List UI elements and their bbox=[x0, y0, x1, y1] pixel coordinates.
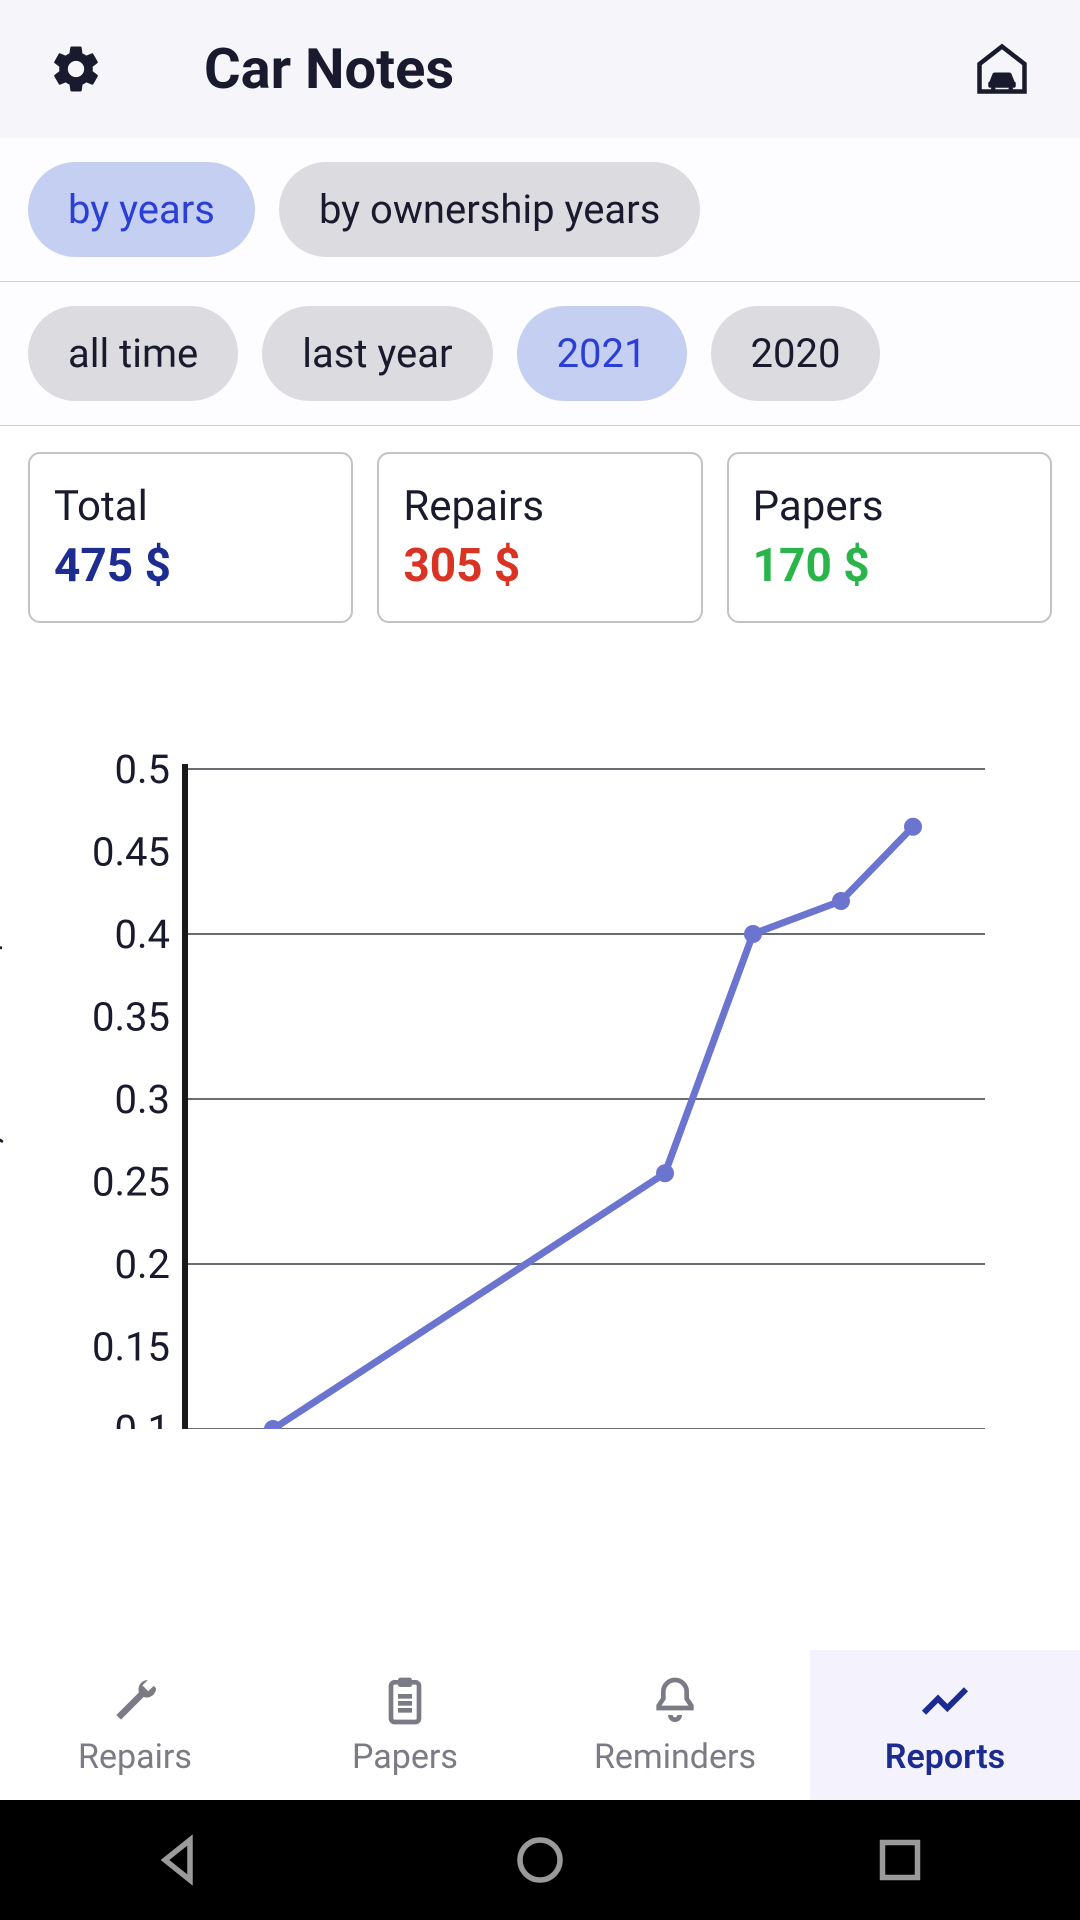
back-icon[interactable] bbox=[150, 1830, 210, 1890]
time-chip-2021[interactable]: 2021 bbox=[517, 306, 687, 401]
svg-text:0.25: 0.25 bbox=[92, 1159, 170, 1206]
nav-item-repairs[interactable]: Repairs bbox=[0, 1650, 270, 1800]
svg-text:0.15: 0.15 bbox=[92, 1324, 170, 1371]
clipboard-icon bbox=[377, 1673, 433, 1729]
nav-label: Reports bbox=[885, 1737, 1005, 1777]
app-title: Car Notes bbox=[204, 36, 972, 102]
filter-tabs-row: by years by ownership years bbox=[0, 138, 1080, 282]
home-icon[interactable] bbox=[510, 1830, 570, 1890]
svg-text:0.1: 0.1 bbox=[114, 1406, 170, 1429]
garage-icon[interactable] bbox=[972, 39, 1032, 99]
stat-card-repairs[interactable]: Repairs 305 $ bbox=[377, 452, 702, 623]
nav-label: Repairs bbox=[78, 1737, 192, 1777]
stat-card-total[interactable]: Total 475 $ bbox=[28, 452, 353, 623]
android-system-nav bbox=[0, 1800, 1080, 1920]
time-chips-row: all time last year 2021 2020 bbox=[0, 282, 1080, 426]
gear-icon[interactable] bbox=[48, 41, 104, 97]
time-chip-last-year[interactable]: last year bbox=[262, 306, 492, 401]
chart-svg: 0.5 0.45 0.4 0.35 0.3 0.25 0.2 0.15 0.1 bbox=[0, 749, 990, 1429]
stat-value: 305 $ bbox=[403, 539, 676, 593]
wrench-icon bbox=[107, 1673, 163, 1729]
stat-label: Total bbox=[54, 482, 327, 531]
stat-card-papers[interactable]: Papers 170 $ bbox=[727, 452, 1052, 623]
svg-text:0.3: 0.3 bbox=[114, 1076, 170, 1123]
bell-icon bbox=[647, 1673, 703, 1729]
nav-item-reminders[interactable]: Reminders bbox=[540, 1650, 810, 1800]
filter-chip-by-ownership-years[interactable]: by ownership years bbox=[279, 162, 700, 257]
header: Car Notes bbox=[0, 0, 1080, 138]
svg-text:0.35: 0.35 bbox=[92, 994, 170, 1041]
stat-value: 170 $ bbox=[753, 539, 1026, 593]
trend-icon bbox=[917, 1673, 973, 1729]
svg-text:0.45: 0.45 bbox=[92, 829, 170, 876]
nav-item-reports[interactable]: Reports bbox=[810, 1650, 1080, 1800]
cost-chart: Cost, thousand $ 0.50.450.40.350.30.250.… bbox=[0, 649, 1080, 1650]
stat-value: 475 $ bbox=[54, 539, 327, 593]
time-chip-all-time[interactable]: all time bbox=[28, 306, 238, 401]
bottom-nav: Repairs Papers Reminders Reports bbox=[0, 1650, 1080, 1800]
stat-label: Repairs bbox=[403, 482, 676, 531]
nav-item-papers[interactable]: Papers bbox=[270, 1650, 540, 1800]
chart-ylabel: Cost, thousand $ bbox=[0, 937, 8, 1222]
svg-text:0.5: 0.5 bbox=[114, 749, 170, 793]
stats-cards-row: Total 475 $ Repairs 305 $ Papers 170 $ bbox=[0, 426, 1080, 649]
nav-label: Reminders bbox=[594, 1737, 756, 1777]
svg-text:0.2: 0.2 bbox=[114, 1241, 170, 1288]
time-chip-2020[interactable]: 2020 bbox=[711, 306, 881, 401]
stat-label: Papers bbox=[753, 482, 1026, 531]
recent-icon[interactable] bbox=[870, 1830, 930, 1890]
svg-text:0.4: 0.4 bbox=[114, 911, 170, 958]
nav-label: Papers bbox=[352, 1737, 458, 1777]
filter-chip-by-years[interactable]: by years bbox=[28, 162, 255, 257]
